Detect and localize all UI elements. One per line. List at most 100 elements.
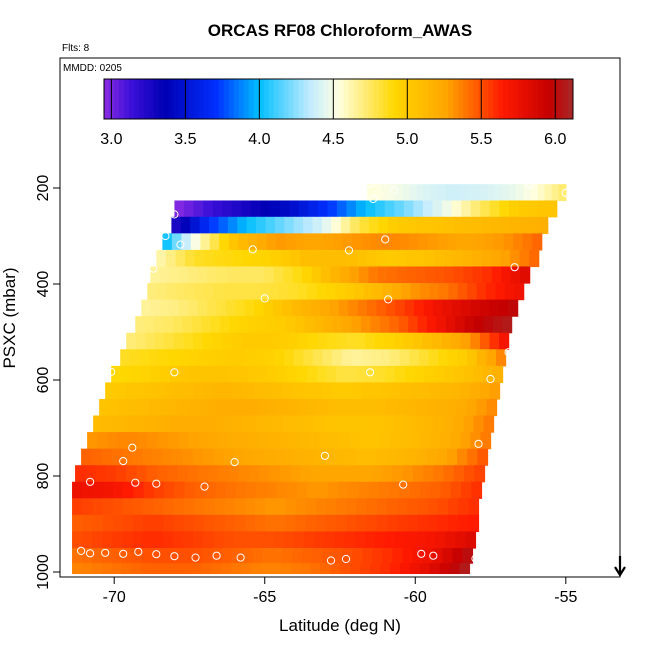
heatmap-cell bbox=[269, 332, 280, 350]
heatmap-cell bbox=[332, 349, 343, 367]
heatmap-cell bbox=[292, 382, 303, 400]
heatmap-cell bbox=[153, 481, 165, 499]
sample-point bbox=[384, 295, 393, 304]
heatmap-cell bbox=[201, 316, 212, 334]
heatmap-cell bbox=[406, 216, 417, 234]
heatmap-cell bbox=[122, 498, 134, 516]
heatmap-cell bbox=[147, 432, 159, 450]
colorbar-swatch bbox=[173, 79, 180, 119]
heatmap-cell bbox=[452, 249, 463, 268]
heatmap-cell bbox=[175, 283, 186, 301]
heatmap-cell bbox=[470, 332, 481, 350]
heatmap-cell bbox=[341, 465, 353, 483]
heatmap-cell bbox=[287, 398, 299, 417]
sample-point bbox=[77, 546, 86, 556]
heatmap-cell bbox=[458, 514, 469, 533]
heatmap-cell bbox=[221, 563, 232, 575]
heatmap-cell bbox=[284, 448, 296, 466]
heatmap-cell bbox=[388, 184, 397, 202]
heatmap-cell bbox=[473, 415, 485, 433]
heatmap-cell bbox=[489, 200, 501, 218]
heatmap-cell bbox=[362, 548, 373, 564]
heatmap-cell bbox=[463, 365, 474, 383]
heatmap-cell bbox=[416, 448, 428, 466]
sample-point bbox=[152, 479, 161, 488]
heatmap-cell bbox=[188, 266, 199, 284]
heatmap-cell bbox=[284, 349, 295, 367]
heatmap-cell bbox=[435, 531, 446, 549]
heatmap-cell bbox=[499, 200, 510, 218]
heatmap-cell bbox=[303, 216, 314, 234]
colorbar-swatch bbox=[223, 79, 230, 119]
heatmap-cell bbox=[147, 283, 158, 301]
heatmap-cell bbox=[426, 316, 437, 334]
heatmap-cell bbox=[514, 283, 525, 301]
heatmap-cell bbox=[445, 531, 456, 549]
heatmap-cell bbox=[122, 548, 133, 564]
y-axis-label: PSXC (mbar) bbox=[0, 267, 19, 368]
heatmap-cell bbox=[452, 184, 460, 202]
heatmap-cell bbox=[465, 531, 477, 549]
heatmap-cell bbox=[487, 184, 496, 202]
heatmap-cell bbox=[344, 283, 355, 301]
heatmap-cell bbox=[469, 382, 481, 400]
heatmap-cell bbox=[449, 563, 461, 575]
heatmap-cell bbox=[82, 531, 93, 549]
heatmap-cell bbox=[460, 382, 471, 400]
heatmap-cell bbox=[371, 382, 382, 400]
heatmap-cell bbox=[72, 481, 83, 499]
heatmap-cell bbox=[389, 432, 401, 450]
colorbar-swatch bbox=[363, 79, 369, 119]
heatmap-cell bbox=[443, 365, 455, 383]
heatmap-cell bbox=[379, 481, 390, 499]
heatmap-cell bbox=[173, 415, 184, 433]
heatmap-cell bbox=[184, 283, 195, 301]
heatmap-cell bbox=[265, 514, 276, 533]
heatmap-cell bbox=[171, 216, 182, 234]
heatmap-cell bbox=[396, 448, 407, 466]
heatmap-cell bbox=[371, 233, 382, 251]
colorbar-swatch bbox=[428, 79, 434, 119]
heatmap-cell bbox=[426, 448, 438, 466]
heatmap-cell bbox=[322, 382, 333, 400]
heatmap-cell bbox=[120, 365, 132, 383]
heatmap-cell bbox=[480, 200, 491, 218]
heatmap-cell bbox=[257, 365, 269, 383]
heatmap-cell bbox=[489, 332, 500, 350]
heatmap-cell bbox=[428, 349, 439, 367]
heatmap-cell bbox=[412, 465, 424, 483]
heatmap-cell bbox=[102, 481, 114, 499]
heatmap-cell bbox=[356, 200, 367, 218]
heatmap-cell bbox=[365, 448, 377, 466]
y-axis: 200 400 600 800 1000 bbox=[35, 175, 60, 590]
colorbar-swatch bbox=[423, 79, 429, 119]
heatmap-cell bbox=[178, 266, 189, 284]
heatmap-cell bbox=[480, 299, 491, 317]
heatmap-cell bbox=[387, 216, 398, 234]
heatmap-cell bbox=[429, 283, 440, 301]
colorbar-swatch bbox=[528, 79, 534, 119]
heatmap-cell bbox=[366, 514, 378, 533]
heatmap-cell bbox=[288, 432, 300, 450]
y-tick-label: 1000 bbox=[35, 554, 52, 590]
heatmap-cell bbox=[342, 316, 353, 334]
heatmap-cell bbox=[263, 299, 274, 317]
heatmap-cell bbox=[99, 398, 110, 417]
heatmap-cell bbox=[376, 498, 388, 516]
heatmap-cell bbox=[116, 465, 127, 483]
heatmap-cell bbox=[486, 398, 498, 417]
heatmap-cell bbox=[410, 382, 422, 400]
colorbar-swatch bbox=[493, 79, 499, 119]
heatmap-cell bbox=[347, 398, 359, 417]
colorbar-tick-label: 3.0 bbox=[100, 131, 122, 148]
heatmap-cell bbox=[166, 283, 177, 301]
heatmap-cell bbox=[510, 266, 521, 284]
heatmap-cell bbox=[291, 299, 302, 317]
heatmap-cell bbox=[361, 233, 372, 251]
heatmap-cell bbox=[198, 432, 209, 450]
sample-point bbox=[179, 192, 188, 201]
heatmap-cell bbox=[423, 465, 434, 483]
heatmap-cell bbox=[358, 266, 370, 284]
heatmap-cell bbox=[72, 514, 83, 533]
heatmap-cell bbox=[450, 382, 461, 400]
